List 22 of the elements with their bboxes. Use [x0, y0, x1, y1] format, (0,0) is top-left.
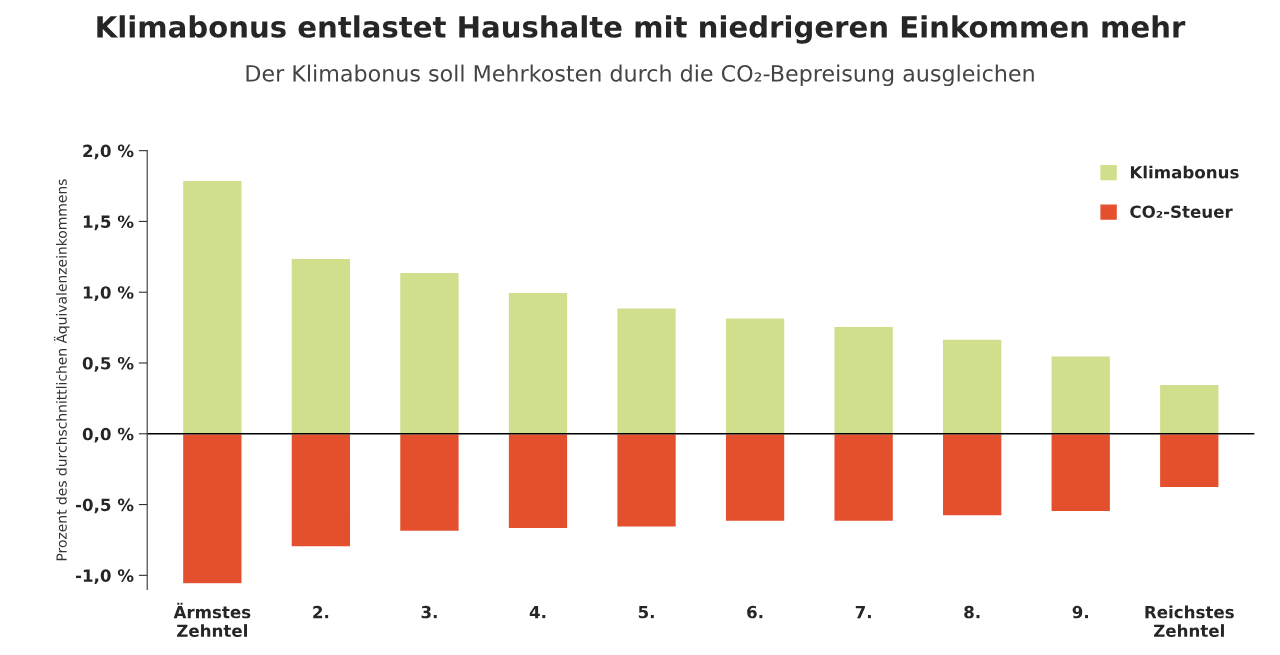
x-tick-label: 7.	[855, 605, 871, 619]
x-tick-label: Ärmstes Zehntel	[173, 602, 251, 638]
x-tick-label: 2.	[313, 605, 329, 619]
x-tick-label: 8.	[964, 605, 980, 619]
y-tick-label: 2,0 %	[83, 144, 134, 160]
y-tick-label: 0,0 %	[82, 427, 134, 443]
x-tick-label: Reichstes Zehntel	[1145, 605, 1234, 638]
chart-title: Klimabonus entlastet Haushalte mit niedrigeren Einkommen mehr	[97, 15, 1186, 44]
x-tick-label: 6.	[747, 605, 763, 619]
legend-label: Klimabonus	[1130, 165, 1239, 179]
y-axis-title: Prozent des durchschnittlichen Äquivalenzeinkommens	[53, 179, 70, 561]
y-tick-label: 1,5 %	[83, 215, 134, 231]
y-tick-label: 0,5 %	[82, 356, 134, 372]
x-tick-label: 5.	[638, 605, 654, 619]
chart-subtitle: Der Klimabonus soll Mehrkosten durch die CO₂-Bepreisung ausgleichen	[246, 64, 1034, 87]
x-tick-label: 3.	[421, 605, 437, 619]
x-tick-label: 4.	[529, 605, 546, 619]
x-tick-label: 9.	[1072, 605, 1088, 619]
y-tick-label: -0,5 %	[75, 498, 134, 514]
y-tick-label: 1,0 %	[83, 286, 134, 301]
legend-label: CO₂-Steuer	[1130, 205, 1233, 219]
y-tick-label: -1,0 %	[75, 569, 134, 585]
